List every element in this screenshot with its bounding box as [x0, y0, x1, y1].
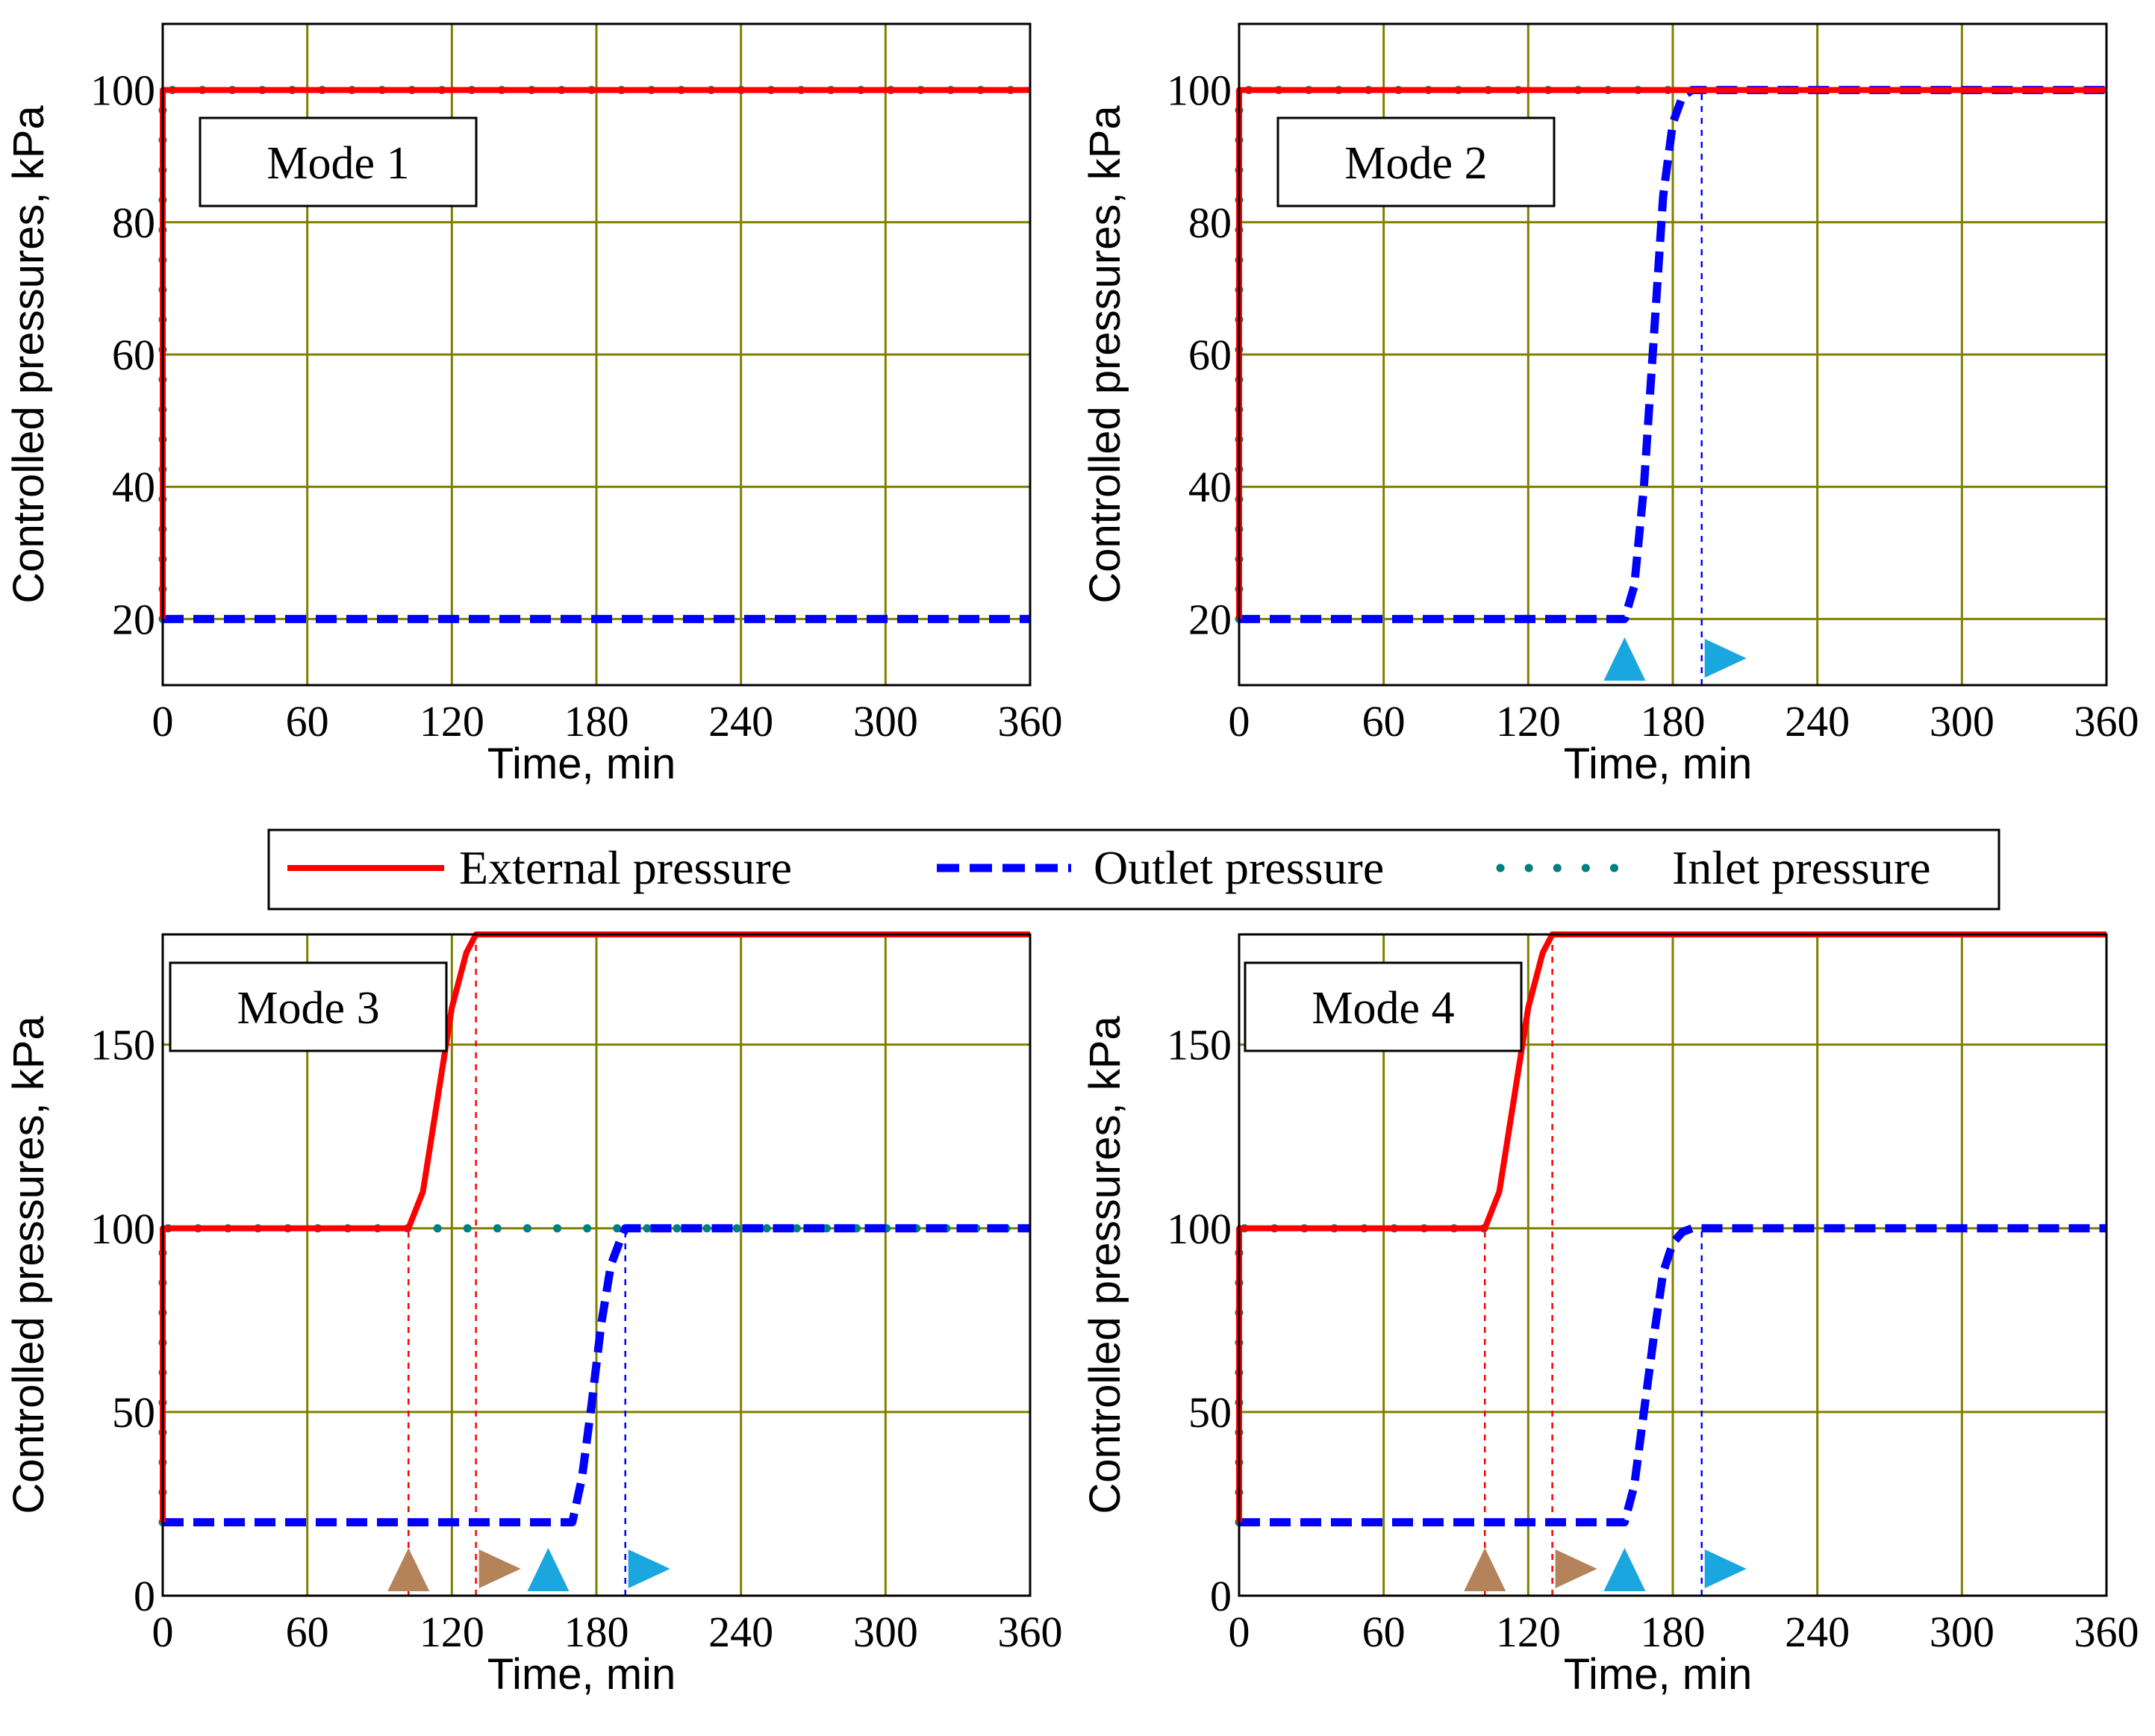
blue-right-marker	[1704, 639, 1747, 678]
blue-up-marker	[527, 1548, 570, 1591]
x-tick-label: 240	[708, 1608, 773, 1656]
x-tick-label: 180	[564, 1608, 629, 1656]
y-tick-label: 150	[1167, 1021, 1232, 1070]
y-tick-label: 50	[112, 1388, 155, 1437]
legend-inlet-label: Inlet pressure	[1672, 841, 1931, 894]
y-tick-label: 40	[112, 463, 155, 511]
blue-right-marker	[628, 1549, 670, 1588]
x-tick-label: 240	[1785, 1608, 1850, 1656]
x-tick-label: 0	[152, 1608, 174, 1656]
y-tick-label: 100	[1167, 1205, 1232, 1253]
y-tick-label: 80	[112, 199, 155, 247]
plot-frame	[161, 22, 1032, 687]
y-tick-label: 150	[90, 1021, 155, 1070]
mode-box	[199, 116, 478, 207]
x-tick-label: 300	[853, 1608, 918, 1656]
brown-right-marker	[478, 1549, 521, 1588]
x-tick-label: 0	[1229, 697, 1250, 746]
y-tick-label: 100	[90, 66, 155, 115]
brown-up-marker	[1464, 1548, 1506, 1591]
x-tick-label: 180	[564, 697, 629, 746]
x-tick-label: 120	[1496, 697, 1561, 746]
mode-label: Mode 1	[266, 138, 409, 189]
x-tick-label: 120	[420, 697, 484, 746]
x-tick-label: 60	[1362, 1608, 1406, 1656]
x-tick-label: 300	[1930, 697, 1995, 746]
mode-label: Mode 2	[1344, 138, 1487, 189]
y-tick-label: 80	[1188, 199, 1232, 247]
y-tick-label: 100	[1167, 66, 1232, 115]
mode-label: Mode 3	[237, 983, 379, 1034]
chart-panel-3: 0 60 120 180 240 300 360 0 50 100 150 Time, min Cont…	[4, 931, 1063, 1699]
plot-frame	[1238, 933, 2108, 1597]
blue-up-marker	[1603, 1548, 1646, 1591]
x-tick-label: 300	[853, 697, 918, 746]
y-axis-label: Controlled pressures, kPa	[4, 1016, 53, 1514]
legend-box	[267, 828, 2000, 911]
plot-frame	[161, 933, 1032, 1597]
mode-box	[1276, 116, 1556, 207]
y-axis-label: Controlled pressures, kPa	[1081, 1016, 1129, 1514]
external-pressure-line	[160, 931, 1030, 1523]
y-tick-label: 0	[1210, 1572, 1232, 1620]
x-tick-label: 0	[152, 697, 174, 746]
y-tick-label: 0	[134, 1572, 155, 1620]
y-tick-label: 100	[90, 1205, 155, 1253]
x-tick-label: 0	[1229, 1608, 1250, 1656]
outlet-pressure-line	[1239, 1224, 2106, 1527]
legend-outlet-label: Outlet pressure	[1094, 841, 1384, 894]
x-tick-label: 300	[1930, 1608, 1995, 1656]
x-tick-label: 60	[286, 697, 329, 746]
y-tick-label: 20	[112, 595, 155, 643]
mode-box	[169, 961, 448, 1052]
legend-external-label: External pressure	[459, 841, 792, 894]
x-tick-label: 360	[998, 697, 1063, 746]
outlet-pressure-line	[163, 1224, 1030, 1527]
x-axis-label: Time, min	[487, 740, 676, 788]
x-tick-label: 180	[1641, 1608, 1706, 1656]
x-tick-label: 60	[286, 1608, 329, 1656]
x-axis-label: Time, min	[1564, 1650, 1752, 1699]
brown-right-marker	[1555, 1549, 1597, 1588]
chart-panel-4: 0 60 120 180 240 300 360 0 50 100 150 Time, min Cont…	[1081, 931, 2139, 1699]
x-tick-label: 120	[420, 1608, 484, 1656]
x-tick-label: 360	[2074, 697, 2139, 746]
x-tick-label: 240	[1785, 697, 1850, 746]
x-axis-label: Time, min	[487, 1650, 676, 1699]
brown-up-marker	[387, 1548, 430, 1591]
y-tick-label: 20	[1188, 595, 1232, 643]
x-tick-label: 120	[1496, 1608, 1561, 1656]
x-tick-label: 180	[1641, 697, 1706, 746]
x-tick-label: 60	[1362, 697, 1406, 746]
y-tick-label: 50	[1188, 1388, 1232, 1437]
y-tick-label: 60	[1188, 331, 1232, 379]
x-tick-label: 240	[708, 697, 773, 746]
legend: External pressure Outlet pressure Inlet …	[267, 828, 2000, 911]
chart-panel-2: 0 60 120 180 240 300 360 20 40 60 80 100 Time, min Co…	[1081, 22, 2139, 788]
x-axis-label: Time, min	[1564, 740, 1752, 788]
mode-label: Mode 4	[1312, 983, 1454, 1034]
chart-panel-1: 0 60 120 180 240 300 360 20 40 60 80 100 Time, min Co…	[4, 22, 1063, 788]
blue-up-marker	[1603, 637, 1646, 681]
blue-right-marker	[1704, 1549, 1747, 1588]
x-tick-label: 360	[998, 1608, 1063, 1656]
x-tick-label: 360	[2074, 1608, 2139, 1656]
y-tick-label: 60	[112, 331, 155, 379]
y-tick-label: 40	[1188, 463, 1232, 511]
mode-box	[1244, 961, 1523, 1052]
external-pressure-line	[1236, 931, 2106, 1523]
inlet-pressure-line	[158, 1224, 1035, 1527]
y-axis-label: Controlled pressures, kPa	[1081, 105, 1129, 604]
plot-frame	[1238, 22, 2108, 687]
y-axis-label: Controlled pressures, kPa	[4, 105, 53, 604]
